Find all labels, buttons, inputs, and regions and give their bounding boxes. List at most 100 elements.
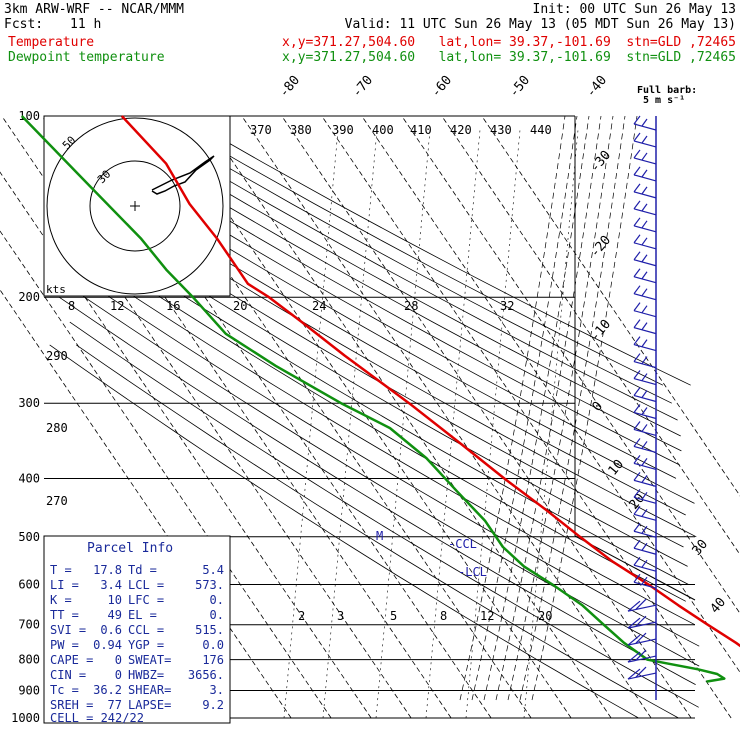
parcel-label: YGP = <box>128 638 164 652</box>
wind-barb-flag <box>635 666 647 678</box>
pressure-tick-label: 100 <box>18 109 40 123</box>
wind-barb <box>633 327 657 335</box>
wind-barbs <box>627 115 657 680</box>
wind-barb <box>633 208 657 216</box>
wind-barb <box>633 581 657 589</box>
pressure-tick-label: 200 <box>18 290 40 304</box>
wind-barb-flag <box>641 475 648 483</box>
isotherm-label: -30 <box>588 148 615 176</box>
parcel-label: SVI = <box>50 623 86 637</box>
wind-barb <box>627 621 657 629</box>
wind-barb <box>633 191 657 199</box>
parcel-label: Tc = <box>50 683 79 697</box>
moist-adiabat <box>483 115 590 701</box>
parcel-value: 3. <box>210 683 224 697</box>
isotherm <box>1 115 412 719</box>
moist-adiabat <box>507 115 614 701</box>
dry-adiabat <box>58 296 696 685</box>
parcel-value: 49 <box>108 608 122 622</box>
wind-barb-flag <box>641 390 648 398</box>
wind-barb-flag <box>641 441 648 449</box>
isotherm-label: -50 <box>507 73 534 101</box>
dry-adiabat <box>90 163 695 504</box>
wind-barb-flag <box>641 237 648 246</box>
wind-barb-flag <box>633 387 641 396</box>
isotherm-label: -80 <box>277 73 304 101</box>
wind-barb <box>633 225 657 233</box>
mixing-ratio-line <box>283 129 339 719</box>
dry-adiabat <box>76 344 679 719</box>
pressure-tick-label: 900 <box>18 683 40 697</box>
parcel-value: 515. <box>195 623 224 637</box>
wind-barb-flag <box>641 305 648 314</box>
mixing-ratio-lines <box>283 129 579 719</box>
wind-barb-flag <box>633 472 641 481</box>
wind-barb-flag <box>635 598 647 610</box>
sounding-series <box>20 115 740 683</box>
wind-barb-flag <box>641 135 648 144</box>
wind-barb-flag <box>641 339 648 347</box>
wind-barb-flag <box>641 559 648 568</box>
wind-barb <box>633 174 657 182</box>
dry-adiabat <box>68 163 686 516</box>
parcel-value: 77 <box>108 698 122 712</box>
wind-barb <box>633 394 657 403</box>
hodograph-speed-labels: 8 12 16 20 24 28 32 <box>68 299 514 313</box>
dry-adiabat <box>77 115 682 452</box>
wind-barb-flag <box>633 539 641 549</box>
hodograph: 30 50 kts <box>43 115 231 297</box>
theta-label: 420 <box>450 123 472 137</box>
theta-label: 290 <box>46 349 68 363</box>
theta-label: 280 <box>46 421 68 435</box>
isotherm <box>0 171 372 719</box>
wind-barb-flag <box>633 522 641 532</box>
wind-barb-flag <box>633 268 641 278</box>
wind-barb-flag <box>641 254 648 263</box>
mixing-ratio-line <box>375 129 431 719</box>
wind-barb-flag <box>627 668 641 680</box>
wind-barb-flag <box>633 217 641 227</box>
wind-barb-flag <box>627 634 641 646</box>
wind-barb-flag <box>641 220 648 229</box>
wind-barb <box>627 638 657 646</box>
dry-adiabat <box>43 269 700 667</box>
parcel-cell: CELL = 242/22 <box>50 711 144 725</box>
parcel-value: 9.2 <box>202 698 224 712</box>
wind-barb-flag <box>641 508 648 517</box>
dewpoint-legend: Dewpoint temperature <box>8 50 165 65</box>
wind-barb-flag <box>641 152 648 161</box>
wind-barb <box>633 259 657 267</box>
wind-barb-flag <box>641 271 648 280</box>
parcel-value: 5.4 <box>202 563 224 577</box>
parcel-label: CIN = <box>50 668 86 682</box>
pressure-tick-label: 300 <box>18 396 40 410</box>
theta-label: 410 <box>410 123 432 137</box>
wind-barb-flag <box>641 458 648 466</box>
model-title: 3km ARW-WRF -- NCAR/MMM <box>4 2 185 17</box>
wind-barb-flag <box>633 285 641 295</box>
wind-barb <box>633 344 657 352</box>
mixing-ratio-label: 12 <box>480 609 494 623</box>
wind-barb <box>633 530 657 538</box>
pressure-tick-label: 600 <box>18 577 40 591</box>
wind-barb-flag <box>641 169 648 178</box>
parcel-label: T = <box>50 563 72 577</box>
dry-adiabat <box>69 321 699 708</box>
wind-barb-flag <box>641 203 648 212</box>
barb-legend-value: 5 m s⁻¹ <box>643 95 685 106</box>
dry-adiabat <box>139 115 672 404</box>
wind-barb-flag <box>641 288 648 297</box>
wind-barb-flag <box>633 505 641 515</box>
hodograph-units: kts <box>46 283 66 296</box>
dry-adiabat <box>119 115 678 421</box>
parcel-value: 0.94 <box>93 638 122 652</box>
parcel-label: LAPSE= <box>128 698 171 712</box>
parcel-label: TT = <box>50 608 79 622</box>
wind-barb-flag <box>633 455 641 464</box>
parcel-label: Td = <box>128 563 157 577</box>
isotherm <box>281 115 692 719</box>
wind-barb-flag <box>641 576 648 585</box>
wind-barb-flag <box>641 424 648 432</box>
isotherm <box>201 115 612 719</box>
isotherm-label: -10 <box>588 317 615 345</box>
